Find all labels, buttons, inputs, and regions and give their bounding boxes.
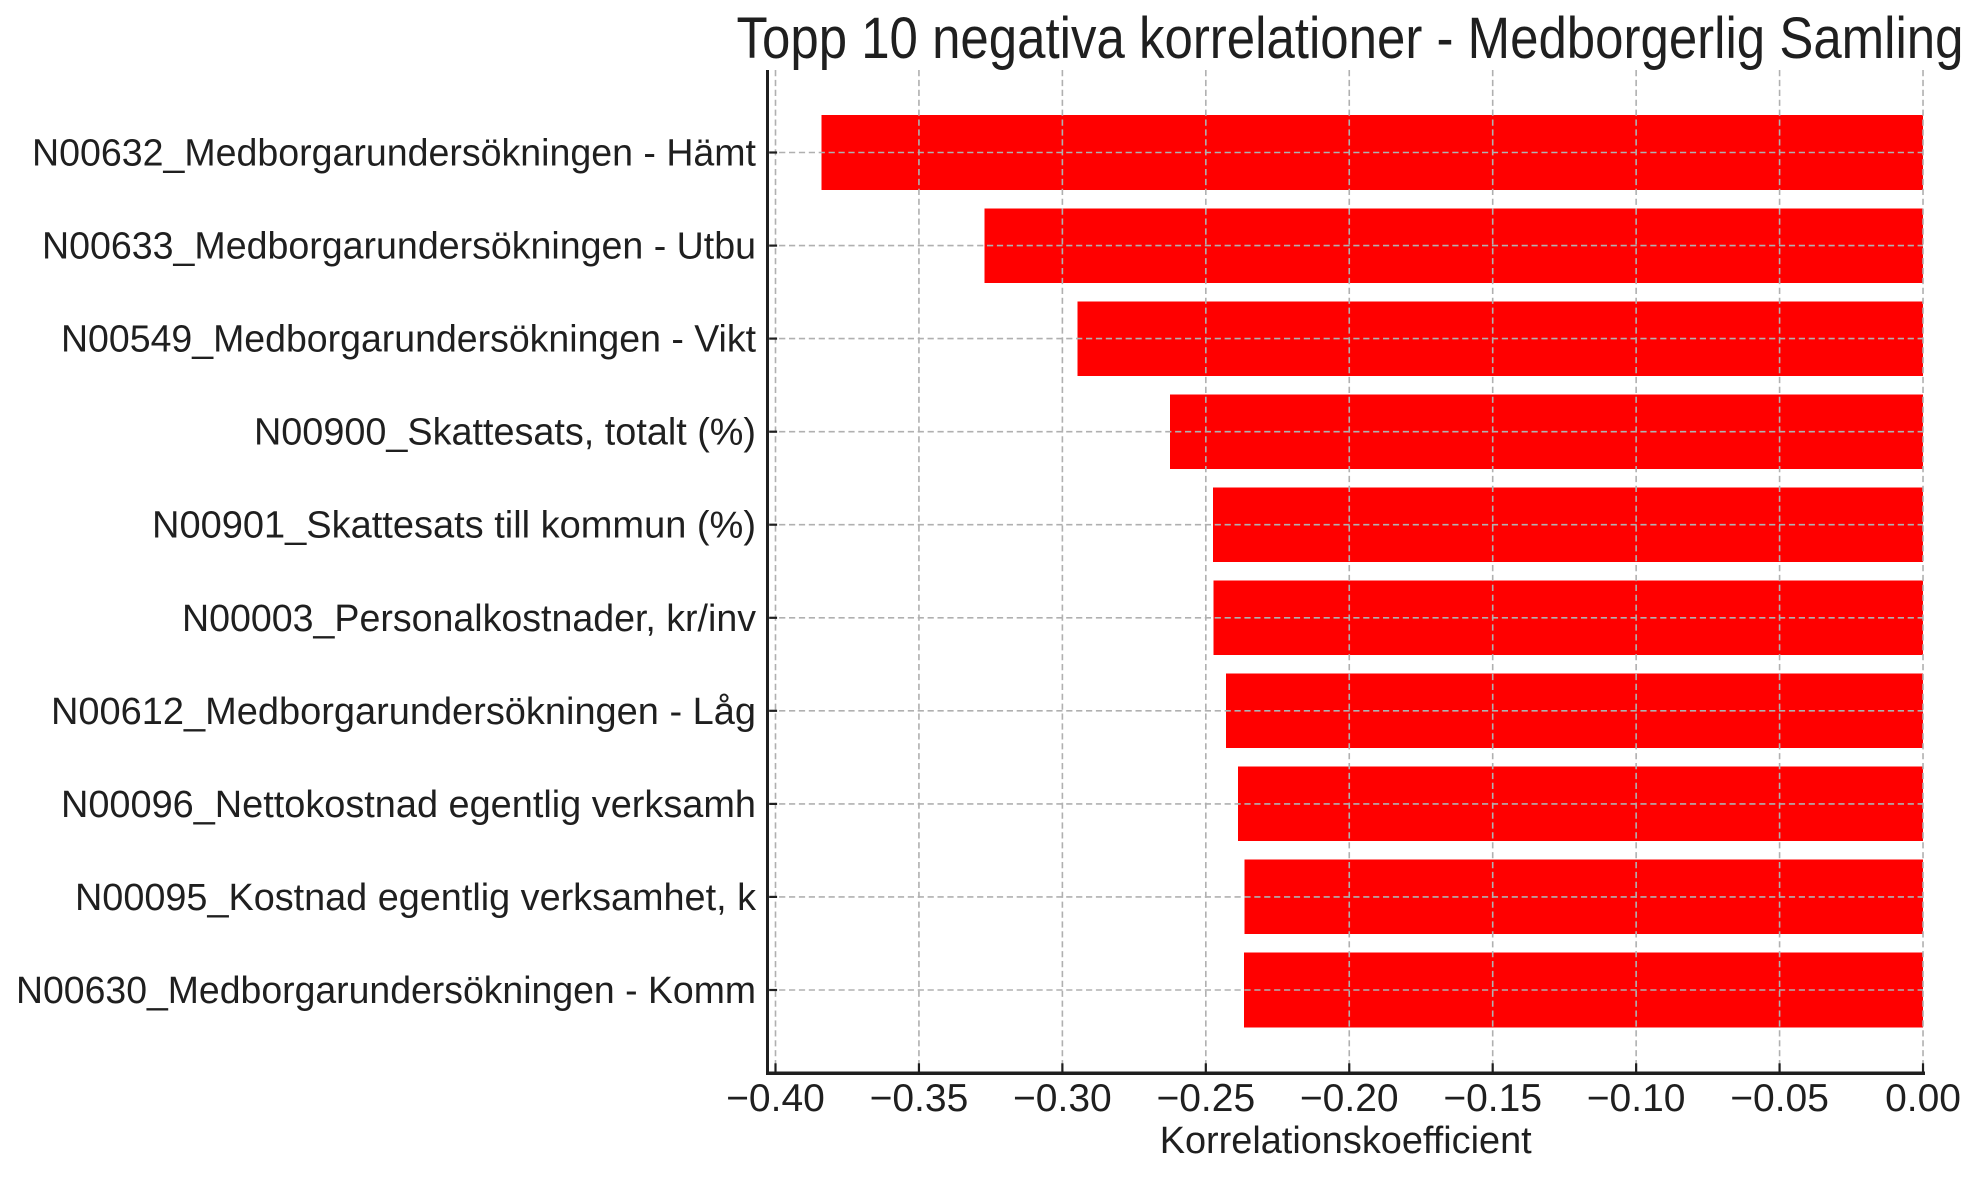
- svg-text:−0.30: −0.30: [1013, 1077, 1112, 1120]
- svg-text:N00003_Personalkostnader, kr/i: N00003_Personalkostnader, kr/inv: [182, 598, 756, 640]
- svg-text:−0.15: −0.15: [1443, 1077, 1542, 1120]
- svg-text:N00901_Skattesats till kommun: N00901_Skattesats till kommun (%): [152, 505, 756, 547]
- svg-text:N00095_Kostnad egentlig verksa: N00095_Kostnad egentlig verksamhet, k: [75, 877, 757, 919]
- svg-text:0.00: 0.00: [1885, 1077, 1961, 1120]
- svg-text:−0.25: −0.25: [1156, 1077, 1255, 1120]
- svg-text:N00630_Medborgarundersökningen: N00630_Medborgarundersökningen - Komm: [16, 970, 756, 1012]
- svg-text:N00632_Medborgarundersökningen: N00632_Medborgarundersökningen - Hämt: [32, 133, 756, 175]
- svg-text:−0.10: −0.10: [1587, 1077, 1686, 1120]
- svg-text:−0.35: −0.35: [870, 1077, 969, 1120]
- svg-text:Korrelationskoefficient: Korrelationskoefficient: [1160, 1120, 1532, 1162]
- svg-text:Topp 10 negativa korrelationer: Topp 10 negativa korrelationer - Medborg…: [737, 6, 1964, 71]
- svg-text:N00549_Medborgarundersökningen: N00549_Medborgarundersökningen - Vikt: [61, 319, 756, 361]
- svg-text:N00900_Skattesats, totalt (%): N00900_Skattesats, totalt (%): [254, 412, 756, 454]
- svg-text:−0.05: −0.05: [1730, 1077, 1829, 1120]
- svg-text:−0.40: −0.40: [726, 1077, 825, 1120]
- svg-text:N00096_Nettokostnad egentlig v: N00096_Nettokostnad egentlig verksamh: [61, 784, 756, 826]
- svg-text:N00633_Medborgarundersökningen: N00633_Medborgarundersökningen - Utbu: [42, 226, 756, 268]
- svg-text:−0.20: −0.20: [1300, 1077, 1399, 1120]
- svg-text:N00612_Medborgarundersökningen: N00612_Medborgarundersökningen - Låg: [51, 691, 756, 733]
